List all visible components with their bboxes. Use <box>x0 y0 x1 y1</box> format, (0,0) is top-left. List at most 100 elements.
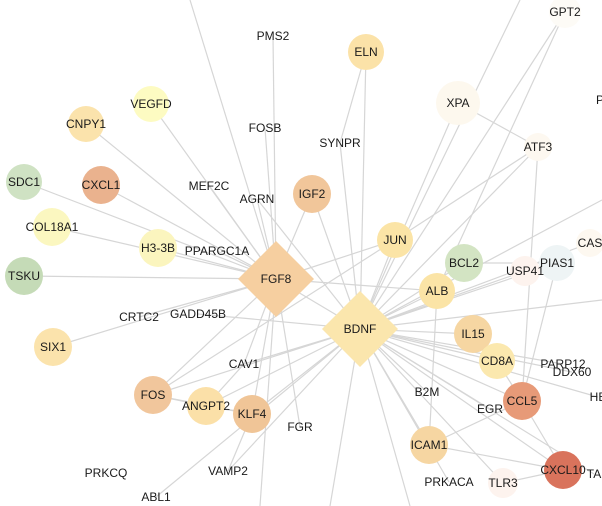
node-angpt2[interactable]: ANGPT2 <box>182 387 230 425</box>
node-gpt2[interactable]: GPT2 <box>549 0 581 28</box>
node-cxcl10[interactable]: CXCL10 <box>540 451 586 489</box>
node-circle-cxcl1[interactable] <box>82 166 120 204</box>
node-circle-alb[interactable] <box>419 273 455 309</box>
node-circle-xpa[interactable] <box>436 81 480 125</box>
node-fos[interactable]: FOS <box>134 376 172 414</box>
node-ta[interactable]: TA <box>587 467 601 481</box>
node-icam1[interactable]: ICAM1 <box>410 426 448 464</box>
node-il15[interactable]: IL15 <box>454 315 492 353</box>
node-circle-igf2[interactable] <box>293 175 331 213</box>
node-parp12[interactable]: PARP12 <box>540 357 585 371</box>
edge-bdnf-cxcl10 <box>359 328 564 471</box>
node-circle-h3-3b[interactable] <box>139 229 177 267</box>
node-label-atf3: ATF3 <box>524 140 553 154</box>
node-ddx60[interactable]: DDX60 <box>553 365 592 379</box>
node-b2m[interactable]: B2M <box>415 385 440 399</box>
node-cas[interactable]: CAS <box>576 229 602 257</box>
node-circle-tsku[interactable] <box>5 257 43 295</box>
node-label-h3-3b: H3-3B <box>141 241 175 255</box>
node-cd8a[interactable]: CD8A <box>479 343 515 379</box>
node-synpr[interactable]: SYNPR <box>319 136 361 150</box>
node-xpa[interactable]: XPA <box>436 81 480 125</box>
node-label-he: HE <box>590 390 602 404</box>
node-he[interactable]: HE <box>590 390 602 404</box>
node-vamp2[interactable]: VAMP2 <box>208 464 248 478</box>
node-circle-atf3[interactable] <box>524 133 552 161</box>
node-klf4[interactable]: KLF4 <box>233 395 271 433</box>
edge-offscreen-4 <box>359 0 521 330</box>
node-pms2[interactable]: PMS2 <box>257 29 290 43</box>
node-atf3[interactable]: ATF3 <box>524 133 553 161</box>
node-label-egr: EGR <box>477 402 503 416</box>
node-circle-klf4[interactable] <box>233 395 271 433</box>
node-circle-tlr3[interactable] <box>488 468 518 498</box>
node-circle-six1[interactable] <box>34 328 72 366</box>
node-circle-angpt2[interactable] <box>187 387 225 425</box>
node-prkcq[interactable]: PRKCQ <box>85 466 128 480</box>
node-cav1[interactable]: CAV1 <box>229 357 260 371</box>
node-jun[interactable]: JUN <box>377 222 413 258</box>
node-sdc1[interactable]: SDC1 <box>6 164 42 200</box>
edge-fgf8-cxcl1 <box>100 184 277 280</box>
node-six1[interactable]: SIX1 <box>34 328 72 366</box>
node-label-ddx60: DDX60 <box>553 365 592 379</box>
node-circle-fos[interactable] <box>134 376 172 414</box>
node-circle-cnpy1[interactable] <box>68 106 104 142</box>
node-fosb[interactable]: FOSB <box>249 121 282 135</box>
node-agrn[interactable]: AGRN <box>240 192 275 206</box>
node-mef2c[interactable]: MEF2C <box>189 179 230 193</box>
node-alb[interactable]: ALB <box>419 273 455 309</box>
node-circle-gpt2[interactable] <box>549 0 581 28</box>
node-circle-cxcl10[interactable] <box>544 451 582 489</box>
node-ppargc1a[interactable]: PPARGC1A <box>185 244 249 258</box>
node-prkaca[interactable]: PRKACA <box>424 475 473 489</box>
node-col18a1[interactable]: COL18A1 <box>26 208 79 246</box>
node-label-cas: CAS <box>578 236 602 250</box>
node-diamond-fgf8[interactable] <box>238 241 314 317</box>
node-crtc2[interactable]: CRTC2 <box>119 310 159 324</box>
node-bdnf[interactable]: BDNF <box>322 291 398 367</box>
node-label-tlr3: TLR3 <box>488 476 518 490</box>
node-circle-ccl5[interactable] <box>503 382 541 420</box>
node-label-angpt2: ANGPT2 <box>182 399 230 413</box>
node-label-icam1: ICAM1 <box>411 438 448 452</box>
node-circle-cd8a[interactable] <box>479 343 515 379</box>
node-circle-pias1[interactable] <box>539 245 575 281</box>
node-cxcl1[interactable]: CXCL1 <box>82 166 121 204</box>
node-tlr3[interactable]: TLR3 <box>488 468 518 498</box>
node-vegfd[interactable]: VEGFD <box>130 86 172 122</box>
node-circle-bcl2[interactable] <box>445 244 483 282</box>
node-circle-sdc1[interactable] <box>6 164 42 200</box>
node-usp41[interactable]: USP41 <box>506 256 544 286</box>
node-igf2[interactable]: IGF2 <box>293 175 331 213</box>
node-label-ppargc1a: PPARGC1A <box>185 244 249 258</box>
node-pias1[interactable]: PIAS1 <box>539 245 575 281</box>
node-circle-col18a1[interactable] <box>33 208 71 246</box>
node-fgr[interactable]: FGR <box>287 420 313 434</box>
node-diamond-bdnf[interactable] <box>322 291 398 367</box>
node-tsku[interactable]: TSKU <box>5 257 43 295</box>
node-ccl5[interactable]: CCL5 <box>503 382 541 420</box>
node-circle-jun[interactable] <box>377 222 413 258</box>
node-label-igf2: IGF2 <box>299 187 326 201</box>
node-gadd45b[interactable]: GADD45B <box>170 307 226 321</box>
node-label-alb: ALB <box>426 284 449 298</box>
node-circle-eln[interactable] <box>348 34 384 70</box>
edge-fgf8-cnpy1 <box>85 123 277 280</box>
node-bcl2[interactable]: BCL2 <box>445 244 483 282</box>
node-cnpy1[interactable]: CNPY1 <box>66 106 106 142</box>
node-label-gadd45b: GADD45B <box>170 307 226 321</box>
node-egr[interactable]: EGR <box>477 402 503 416</box>
node-eln[interactable]: ELN <box>348 34 384 70</box>
node-h3-3b[interactable]: H3-3B <box>139 229 177 267</box>
node-label-sdc1: SDC1 <box>8 175 40 189</box>
node-circle-usp41[interactable] <box>510 256 540 286</box>
node-p[interactable]: P <box>596 93 602 107</box>
node-circle-icam1[interactable] <box>410 426 448 464</box>
node-circle-cas[interactable] <box>576 229 602 257</box>
node-abl1[interactable]: ABL1 <box>141 490 171 504</box>
node-circle-il15[interactable] <box>454 315 492 353</box>
node-circle-vegfd[interactable] <box>133 86 169 122</box>
node-fgf8[interactable]: FGF8 <box>238 241 314 317</box>
edge-bdnf-vamp2 <box>227 328 361 472</box>
